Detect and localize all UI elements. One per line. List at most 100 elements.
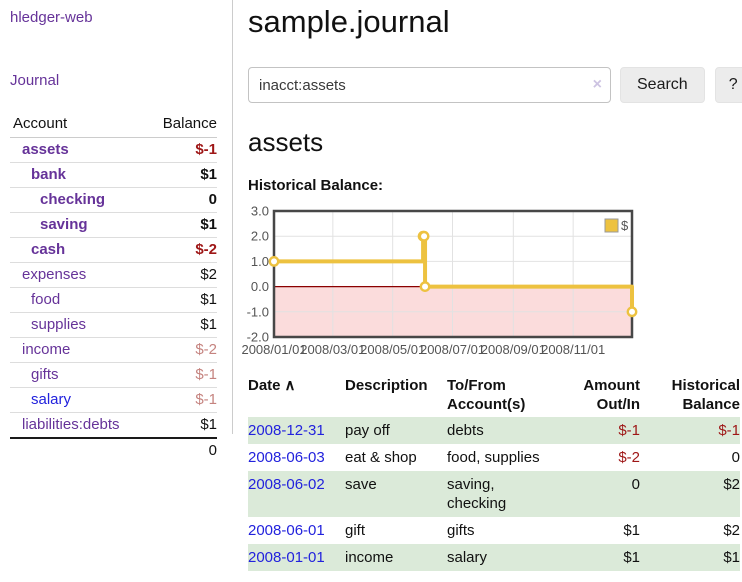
register-balance-cell: $-1 — [718, 422, 740, 439]
register-amount-cell: $-1 — [618, 422, 640, 439]
account-link[interactable]: bank — [31, 166, 67, 183]
account-name-cell: income — [10, 337, 146, 363]
account-name-cell: expenses — [10, 262, 146, 288]
account-link[interactable]: salary — [31, 391, 72, 408]
register-row: 2008-06-02 save saving, checking 0 $2 — [248, 471, 740, 517]
page-title: sample.journal — [248, 4, 450, 39]
main-content: sample.journal × Search ? assets Histori… — [233, 0, 742, 571]
account-name-cell: salary — [10, 387, 146, 413]
register-column-label: Balance — [682, 396, 740, 413]
y-tick-label: 1.0 — [251, 254, 269, 269]
account-link[interactable]: income — [22, 341, 71, 358]
account-name-cell: checking — [10, 187, 146, 213]
account-row: bank $1 — [10, 162, 217, 188]
register-description-cell: gift — [345, 522, 366, 539]
register-column-label: Amount — [583, 377, 640, 394]
data-point-marker — [419, 281, 431, 293]
register-date-cell: 2008-06-03 — [248, 444, 345, 471]
date-link[interactable]: 2008-06-03 — [248, 449, 325, 466]
account-balance: $1 — [145, 412, 217, 438]
register-column-label: To/From — [447, 377, 506, 394]
register-balance-cell: $2 — [723, 476, 740, 493]
y-tick-label: 3.0 — [251, 204, 269, 219]
register-column-header: Date ∧ — [248, 374, 345, 417]
account-link[interactable]: cash — [31, 241, 66, 258]
account-link[interactable]: liabilities:debts — [22, 416, 120, 433]
account-name-cell: assets — [10, 138, 146, 163]
register-column-label: Date — [248, 377, 281, 394]
date-link[interactable]: 2008-12-31 — [248, 422, 325, 439]
account-row: expenses $2 — [10, 262, 217, 288]
accounts-header-balance: Balance — [145, 111, 217, 138]
account-balance: 0 — [145, 187, 217, 213]
account-name-cell: liabilities:debts — [10, 412, 146, 438]
register-column-header: Historical Balance — [640, 374, 740, 417]
y-tick-label: 0.0 — [251, 279, 269, 294]
x-tick-label: 2008/11/01 — [541, 342, 605, 357]
register-row: 2008-01-01 income salary $1 $1 — [248, 544, 740, 571]
sidebar-item-journal[interactable]: Journal — [10, 72, 60, 89]
account-row: income $-2 — [10, 337, 217, 363]
account-row: liabilities:debts $1 — [10, 412, 217, 438]
register-date-cell: 2008-06-02 — [248, 471, 345, 517]
legend-swatch — [604, 218, 619, 233]
account-row: saving $1 — [10, 212, 217, 238]
account-balance: $1 — [145, 287, 217, 313]
account-name-cell: bank — [10, 162, 146, 188]
account-row: checking 0 — [10, 187, 217, 213]
account-row: food $1 — [10, 287, 217, 313]
search-form: × Search ? — [248, 67, 742, 103]
account-link[interactable]: food — [31, 291, 61, 308]
chart-title: Historical Balance: — [248, 177, 384, 194]
account-link[interactable]: expenses — [22, 266, 87, 283]
search-input[interactable] — [248, 67, 611, 103]
account-link[interactable]: saving — [40, 216, 88, 233]
account-balance: $-1 — [195, 141, 217, 158]
account-link[interactable]: gifts — [31, 366, 59, 383]
register-column-label: Account(s) — [447, 396, 526, 413]
sidebar: hledger-web Journal Account Balance asse… — [0, 0, 233, 463]
clear-search-icon[interactable]: × — [592, 76, 602, 93]
register-balance-cell: 0 — [731, 449, 740, 466]
register-header-row: Date ∧ Description To/From Account(s) Amount O… — [248, 374, 740, 417]
account-link[interactable]: supplies — [31, 316, 87, 333]
x-tick-label: 2008/07/01 — [420, 342, 485, 357]
register-accounts-cell: debts — [447, 422, 484, 439]
date-link[interactable]: 2008-06-01 — [248, 522, 325, 539]
date-link[interactable]: 2008-01-01 — [248, 549, 325, 566]
help-button[interactable]: ? — [714, 67, 742, 103]
register-description-cell: pay off — [345, 422, 390, 439]
register-accounts-cell: salary — [447, 549, 488, 566]
account-row: cash $-2 — [10, 237, 217, 263]
register-column-label: Historical — [671, 377, 740, 394]
x-tick-label: 2008/09/01 — [481, 342, 546, 357]
register-row: 2008-06-03 eat & shop food, supplies $-2 0 — [248, 444, 740, 471]
register-column-label: Description — [345, 377, 428, 394]
account-balance: $-1 — [145, 387, 217, 413]
search-button[interactable]: Search — [620, 67, 705, 103]
app-title-link[interactable]: hledger-web — [10, 9, 93, 26]
account-name-cell: supplies — [10, 312, 146, 338]
account-link[interactable]: checking — [40, 191, 106, 208]
y-tick-label: -2.0 — [247, 330, 269, 345]
y-tick-label: -1.0 — [247, 304, 269, 319]
sort-ascending-icon[interactable]: ∧ — [284, 377, 296, 394]
historical-balance-chart: $3.0 2.0 1.0 0.0 -1.0 -2.0 2008/01/01 2008/03/0… — [241, 204, 742, 362]
accounts-total-value: 0 — [145, 437, 217, 463]
date-link[interactable]: 2008-06-02 — [248, 476, 325, 493]
account-row: gifts $-1 — [10, 362, 217, 388]
account-balance: $1 — [145, 162, 217, 188]
accounts-total-row: 0 — [10, 437, 217, 463]
register-row: 2008-06-01 gift gifts $1 $2 — [248, 517, 740, 544]
register-description-cell: save — [345, 476, 377, 493]
account-link[interactable]: assets — [22, 141, 69, 158]
accounts-header-account: Account — [10, 111, 146, 138]
x-tick-label: 2008/01/01 — [241, 342, 306, 357]
plot-border — [272, 209, 634, 339]
account-balance: $2 — [145, 262, 217, 288]
register-column-label: Out/In — [596, 396, 640, 413]
register-balance-cell: $2 — [723, 522, 740, 539]
accounts-table: Account Balance assets $-1 bank $1 checking 0… — [10, 111, 217, 463]
legend-label: $ — [621, 218, 629, 233]
